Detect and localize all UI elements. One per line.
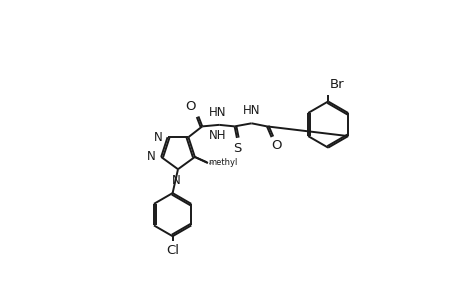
Text: S: S	[233, 142, 241, 155]
Text: N: N	[147, 151, 156, 164]
Text: N: N	[153, 131, 162, 144]
Text: methyl: methyl	[208, 163, 213, 164]
Text: HN: HN	[242, 104, 260, 117]
Text: N: N	[172, 174, 180, 187]
Text: O: O	[270, 139, 281, 152]
Text: O: O	[185, 100, 195, 113]
Text: methyl: methyl	[208, 158, 238, 167]
Text: methyl: methyl	[209, 162, 214, 163]
Text: Cl: Cl	[166, 244, 179, 257]
Text: HN: HN	[208, 106, 226, 119]
Text: Br: Br	[329, 78, 344, 91]
Text: NH: NH	[208, 129, 226, 142]
